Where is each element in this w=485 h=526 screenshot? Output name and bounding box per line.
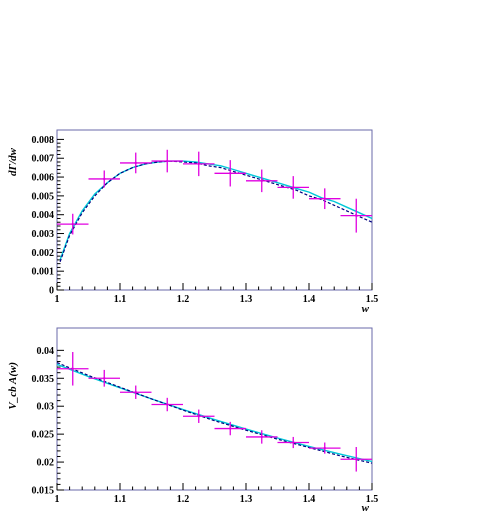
top-x-tick-label: 1.2 <box>177 294 190 305</box>
top-x-tick-label: 1 <box>55 294 60 305</box>
top-data-point <box>151 149 183 173</box>
bottom-data-marker <box>355 458 358 461</box>
bottom-data-marker <box>166 403 169 406</box>
top-data-marker <box>355 214 358 217</box>
bottom-data-marker <box>323 446 326 450</box>
top-data-point <box>88 170 120 188</box>
bottom-y-tick-label: 0.03 <box>37 402 55 413</box>
bottom-data-marker <box>260 435 263 439</box>
top-y-tick-label: 0.007 <box>32 154 55 165</box>
bottom-x-tick-label: 1 <box>55 494 60 505</box>
top-x-tick-label: 1.4 <box>303 294 316 305</box>
bottom-panel-vcb-aw: 1 1.1 1.2 1.3 1.4 1.5 0.015 0.02 0.025 0.03 0.035 0… <box>7 327 379 514</box>
bottom-fit-curve-solid <box>56 363 373 463</box>
top-data-marker <box>71 222 74 226</box>
top-x-tick-label: 1.5 <box>366 294 379 305</box>
bottom-plot-frame <box>56 327 373 491</box>
bottom-fit-curve-dashed <box>56 362 373 464</box>
top-y-axis-title: dΓ/dw <box>7 147 19 176</box>
top-y-tick-label: 0.004 <box>32 210 55 221</box>
bottom-data-marker <box>134 391 137 394</box>
bottom-data-point <box>151 397 183 412</box>
top-data-point <box>277 176 309 199</box>
bottom-data-point <box>57 352 89 386</box>
bottom-x-tick-label: 1.3 <box>240 494 253 505</box>
bottom-data-point <box>277 436 309 449</box>
top-y-tick-label: 0.006 <box>32 173 55 184</box>
bottom-data-point <box>309 442 341 454</box>
top-data-marker <box>260 179 263 183</box>
bottom-data-point <box>246 430 278 444</box>
top-y-tick-label: 0.001 <box>32 267 55 278</box>
bottom-x-tick-label: 1.4 <box>303 494 316 505</box>
top-data-point <box>120 152 152 174</box>
bottom-data-point <box>214 421 246 436</box>
bottom-y-tick-label: 0.02 <box>37 458 55 469</box>
top-data-point <box>309 188 341 210</box>
top-data-point <box>340 198 372 233</box>
top-y-tick-label: 0.002 <box>32 248 55 259</box>
bottom-y-tick-label: 0.04 <box>37 346 55 357</box>
top-data-point <box>246 169 278 193</box>
top-x-axis-title: w <box>362 303 370 315</box>
top-data-marker <box>292 186 295 189</box>
bottom-data-point <box>88 369 120 387</box>
bottom-y-tick-label: 0.035 <box>32 374 55 385</box>
bottom-x-tick-label: 1.5 <box>366 494 379 505</box>
bottom-data-marker <box>292 441 295 444</box>
top-data-marker <box>197 162 200 166</box>
top-data-marker <box>103 177 106 181</box>
top-y-tick-label: 0.008 <box>32 135 55 146</box>
bottom-x-tick-label: 1.2 <box>177 494 190 505</box>
top-panel-dgamma-dw: 1 1.1 1.2 1.3 1.4 1.5 0 0.001 0.002 0.003 0.004 0.0… <box>7 129 379 315</box>
top-data-point <box>214 160 246 187</box>
top-data-marker <box>134 161 137 165</box>
top-y-tick-label: 0 <box>49 286 54 297</box>
top-data-marker <box>166 159 169 163</box>
bottom-y-tick-label: 0.015 <box>32 486 55 497</box>
bottom-data-marker <box>103 377 106 380</box>
top-data-marker <box>229 172 232 175</box>
bottom-data-point <box>120 385 152 399</box>
top-x-tick-label: 1.3 <box>240 294 253 305</box>
bottom-y-tick-label: 0.025 <box>32 430 55 441</box>
bottom-data-marker <box>71 367 74 370</box>
top-data-point <box>57 213 89 235</box>
top-y-tick-label: 0.005 <box>32 191 55 202</box>
bottom-data-point <box>340 446 372 472</box>
top-x-tick-label: 1.1 <box>114 294 127 305</box>
top-fit-curve-solid <box>59 160 373 261</box>
top-data-point <box>183 151 215 177</box>
bottom-data-marker <box>197 415 200 418</box>
top-data-marker <box>323 197 326 200</box>
bottom-data-marker <box>229 427 232 430</box>
bottom-x-axis-title: w <box>362 502 370 514</box>
bottom-x-tick-label: 1.1 <box>114 494 127 505</box>
top-fit-curve-dashed <box>59 160 373 263</box>
bottom-y-axis-title: V_cb A(w) <box>7 362 19 410</box>
bottom-data-point <box>183 409 215 423</box>
top-y-tick-label: 0.003 <box>32 229 55 240</box>
top-plot-frame <box>56 129 373 291</box>
